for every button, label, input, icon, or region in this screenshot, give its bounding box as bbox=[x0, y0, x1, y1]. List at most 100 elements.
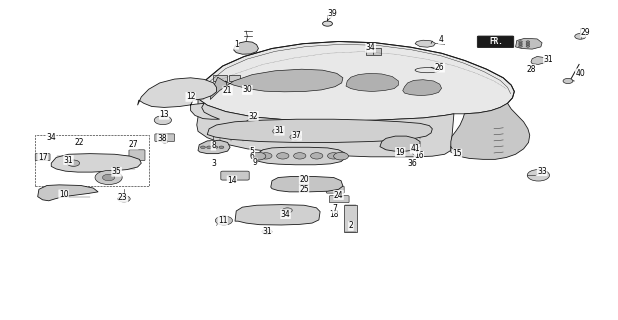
Text: 8: 8 bbox=[211, 141, 216, 150]
Text: 33: 33 bbox=[537, 167, 547, 176]
Circle shape bbox=[519, 41, 522, 43]
Text: 14: 14 bbox=[227, 176, 237, 185]
Text: 9: 9 bbox=[252, 158, 257, 167]
Text: 31: 31 bbox=[64, 156, 74, 164]
Text: 13: 13 bbox=[159, 110, 169, 119]
Text: 4: 4 bbox=[439, 35, 443, 44]
Circle shape bbox=[310, 153, 323, 159]
Polygon shape bbox=[198, 140, 230, 154]
Polygon shape bbox=[346, 73, 399, 92]
Text: 41: 41 bbox=[410, 144, 420, 153]
Polygon shape bbox=[380, 136, 420, 151]
Circle shape bbox=[273, 128, 284, 134]
Text: 3: 3 bbox=[211, 159, 216, 168]
Circle shape bbox=[527, 170, 549, 181]
Text: 38: 38 bbox=[158, 134, 167, 143]
Text: 32: 32 bbox=[248, 112, 258, 121]
Circle shape bbox=[67, 160, 80, 166]
Text: 31: 31 bbox=[274, 126, 284, 135]
Text: 19: 19 bbox=[396, 148, 405, 156]
Polygon shape bbox=[531, 56, 546, 64]
Text: 34: 34 bbox=[281, 210, 290, 219]
Text: 1: 1 bbox=[234, 40, 239, 49]
Text: 24: 24 bbox=[334, 190, 344, 200]
Circle shape bbox=[262, 229, 272, 234]
Circle shape bbox=[519, 45, 522, 47]
Circle shape bbox=[246, 119, 258, 125]
Circle shape bbox=[162, 140, 168, 143]
Text: 27: 27 bbox=[129, 140, 138, 149]
FancyBboxPatch shape bbox=[35, 154, 50, 161]
Circle shape bbox=[294, 153, 306, 159]
Text: 20: 20 bbox=[299, 175, 309, 184]
Polygon shape bbox=[195, 87, 454, 157]
Text: 34: 34 bbox=[46, 132, 56, 141]
Text: 25: 25 bbox=[299, 186, 309, 195]
Circle shape bbox=[526, 45, 530, 47]
Circle shape bbox=[215, 216, 232, 225]
FancyBboxPatch shape bbox=[155, 134, 174, 141]
Circle shape bbox=[526, 41, 530, 43]
Text: 23: 23 bbox=[118, 193, 127, 202]
Bar bbox=[229, 75, 240, 81]
Circle shape bbox=[219, 146, 224, 148]
Text: 17: 17 bbox=[38, 153, 48, 162]
Text: 5: 5 bbox=[250, 147, 255, 156]
Circle shape bbox=[323, 21, 332, 26]
Circle shape bbox=[282, 208, 292, 213]
Text: 31: 31 bbox=[262, 227, 272, 236]
Polygon shape bbox=[38, 185, 98, 201]
Text: 26: 26 bbox=[435, 63, 444, 72]
Circle shape bbox=[575, 34, 586, 39]
FancyBboxPatch shape bbox=[326, 186, 344, 193]
Circle shape bbox=[290, 134, 301, 140]
Bar bbox=[213, 75, 227, 81]
Polygon shape bbox=[210, 69, 343, 100]
Text: 12: 12 bbox=[186, 92, 195, 101]
Text: 36: 36 bbox=[408, 159, 418, 168]
Polygon shape bbox=[207, 119, 433, 142]
Polygon shape bbox=[415, 40, 436, 47]
Polygon shape bbox=[138, 78, 219, 119]
FancyBboxPatch shape bbox=[329, 196, 349, 203]
Text: 37: 37 bbox=[292, 131, 302, 140]
Text: 35: 35 bbox=[112, 167, 122, 176]
Polygon shape bbox=[451, 103, 530, 159]
FancyBboxPatch shape bbox=[221, 171, 249, 180]
Circle shape bbox=[526, 43, 530, 45]
Text: 15: 15 bbox=[452, 149, 462, 158]
Polygon shape bbox=[195, 42, 514, 121]
Bar bbox=[366, 48, 381, 55]
Text: 10: 10 bbox=[59, 190, 69, 199]
Circle shape bbox=[118, 196, 130, 202]
Text: 39: 39 bbox=[328, 9, 337, 18]
Circle shape bbox=[95, 171, 122, 185]
Text: 7: 7 bbox=[332, 204, 337, 213]
Circle shape bbox=[213, 146, 218, 148]
Circle shape bbox=[277, 153, 289, 159]
Text: 2: 2 bbox=[349, 221, 353, 230]
Circle shape bbox=[519, 43, 522, 45]
FancyBboxPatch shape bbox=[477, 36, 514, 48]
Polygon shape bbox=[515, 38, 542, 49]
Circle shape bbox=[328, 153, 340, 159]
Bar bbox=[35, 134, 149, 186]
Text: 6: 6 bbox=[250, 152, 255, 161]
Polygon shape bbox=[51, 154, 142, 172]
FancyBboxPatch shape bbox=[129, 150, 145, 161]
Circle shape bbox=[206, 146, 211, 148]
Text: 18: 18 bbox=[329, 210, 339, 219]
Polygon shape bbox=[234, 42, 258, 54]
Text: 30: 30 bbox=[242, 85, 252, 94]
Text: 29: 29 bbox=[580, 28, 590, 37]
Text: 34: 34 bbox=[366, 43, 376, 52]
Circle shape bbox=[334, 152, 349, 160]
Polygon shape bbox=[271, 177, 343, 192]
Circle shape bbox=[563, 78, 573, 84]
Circle shape bbox=[103, 174, 115, 181]
Text: FR.: FR. bbox=[489, 37, 503, 46]
Polygon shape bbox=[235, 204, 320, 225]
Circle shape bbox=[154, 116, 172, 124]
Circle shape bbox=[260, 153, 272, 159]
Bar bbox=[344, 204, 357, 232]
